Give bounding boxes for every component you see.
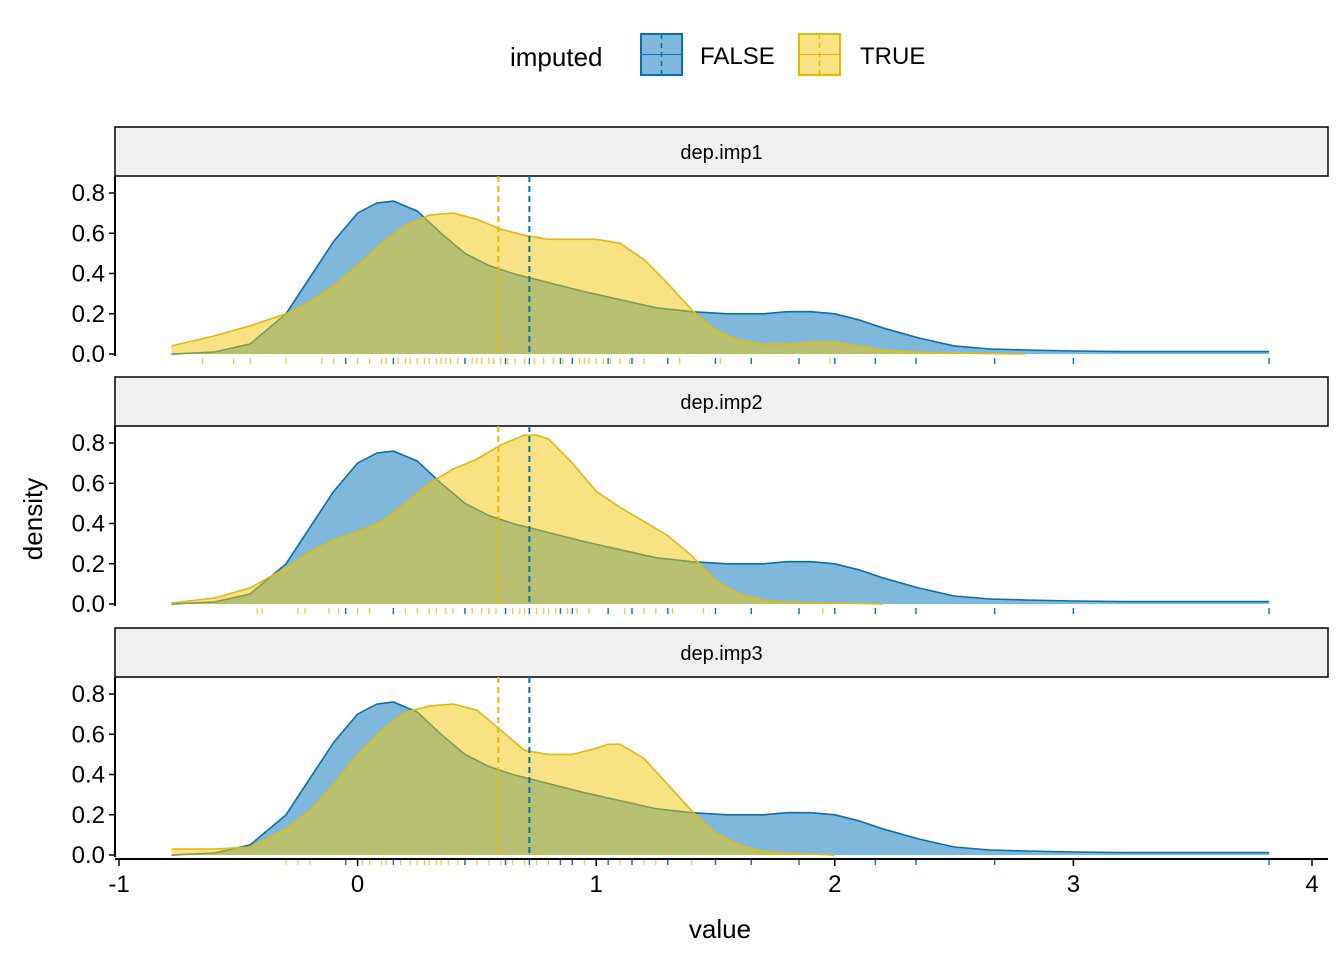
facet-panel-3: dep.imp3 0.0 0.2 0.4 0.6 0.8 xyxy=(72,627,1329,869)
x-axis: -1 0 1 2 3 4 xyxy=(108,858,1328,898)
x-tick-label: 0 xyxy=(351,871,364,898)
facet-strip-label: dep.imp2 xyxy=(680,392,762,414)
y-tick-label: 0.4 xyxy=(72,511,105,538)
facet-strip-label: dep.imp3 xyxy=(680,643,762,665)
density-area-true xyxy=(171,213,1026,354)
density-line-true xyxy=(171,212,1026,355)
density-area-true xyxy=(171,704,835,855)
y-tick-label: 0.2 xyxy=(72,551,105,578)
facet-strip xyxy=(114,627,1329,678)
y-tick-label: 0.4 xyxy=(72,261,105,288)
x-tick-label: 4 xyxy=(1305,871,1318,898)
y-axis-label: density xyxy=(18,478,48,560)
y-tick-label: 0.0 xyxy=(72,591,105,618)
facet-panel-2: dep.imp2 0.0 0.2 0.4 0.6 0.8 xyxy=(72,376,1329,618)
x-tick-label: 3 xyxy=(1067,871,1080,898)
x-axis-label: value xyxy=(689,914,751,944)
legend-title: imputed xyxy=(510,42,603,72)
facet-strip xyxy=(114,126,1329,177)
y-tick-label: 0.2 xyxy=(72,301,105,328)
facet-strip xyxy=(114,376,1329,427)
x-tick-label: -1 xyxy=(108,871,129,898)
x-tick-label: 2 xyxy=(828,871,841,898)
facet-strip-label: dep.imp1 xyxy=(680,142,762,164)
y-tick-label: 0.2 xyxy=(72,802,105,829)
density-line-true xyxy=(171,434,883,605)
y-tick-label: 0.6 xyxy=(72,470,105,497)
density-area-true xyxy=(171,435,883,604)
legend-label-true: TRUE xyxy=(860,43,925,70)
facet-panel-1: dep.imp1 0.0 0.2 0.4 0.6 0.8 xyxy=(72,126,1329,368)
facet-panels: dep.imp1 0.0 0.2 0.4 0.6 0.8 dep.imp2 0.0 0.2 0.4… xyxy=(72,126,1329,869)
density-line-true xyxy=(171,703,835,856)
y-tick-label: 0.8 xyxy=(72,681,105,708)
legend: imputed FALSE TRUE xyxy=(510,33,925,76)
y-tick-label: 0.0 xyxy=(72,341,105,368)
y-tick-label: 0.8 xyxy=(72,180,105,207)
legend-label-false: FALSE xyxy=(700,43,775,70)
y-tick-label: 0.0 xyxy=(72,842,105,869)
y-tick-label: 0.6 xyxy=(72,721,105,748)
y-tick-label: 0.4 xyxy=(72,762,105,789)
y-tick-label: 0.8 xyxy=(72,430,105,457)
x-tick-label: 1 xyxy=(590,871,603,898)
y-tick-label: 0.6 xyxy=(72,220,105,247)
